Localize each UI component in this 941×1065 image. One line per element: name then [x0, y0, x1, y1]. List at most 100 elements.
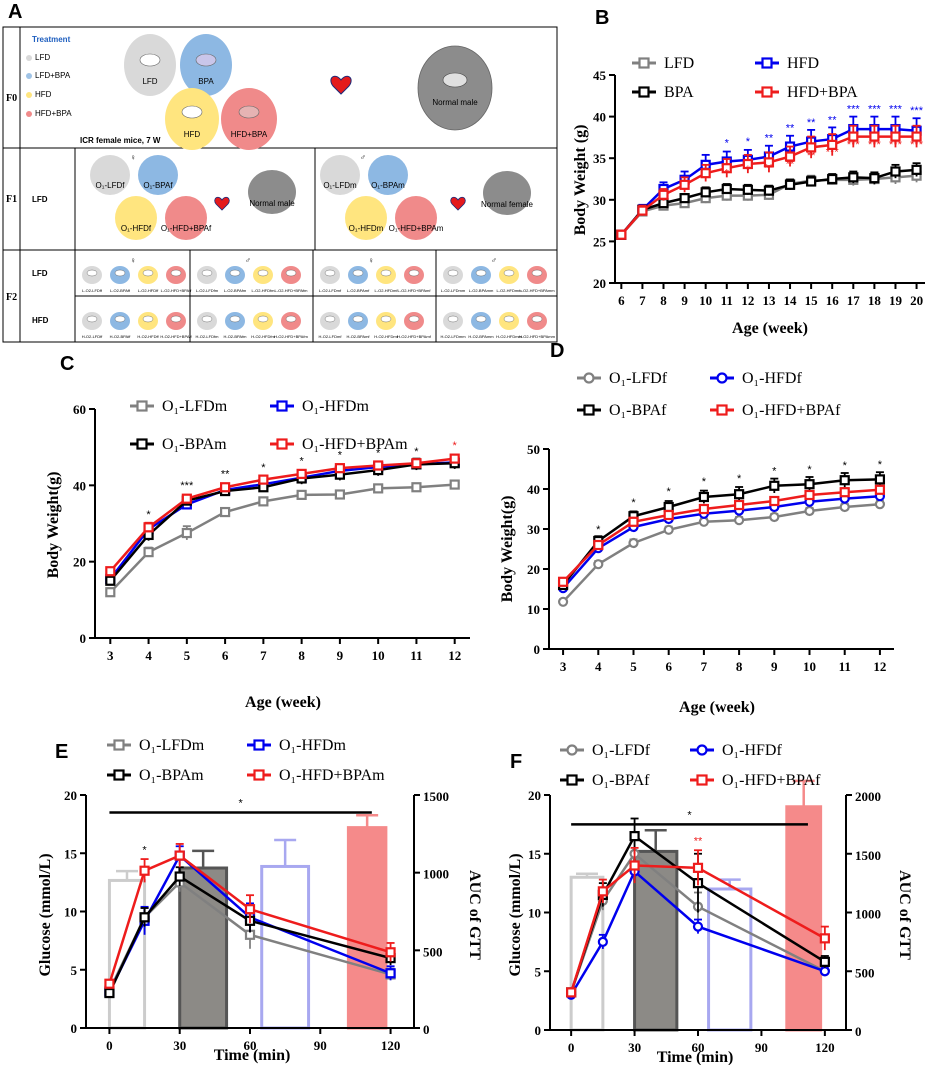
data-point	[734, 515, 745, 526]
significance-annotation: *	[746, 136, 751, 148]
auc-bar	[633, 849, 679, 1032]
f2-group-label: H-O2-HFD+BPAff	[160, 334, 192, 339]
f0-mouse-hfd-bpa: HFD+BPA	[221, 88, 277, 150]
f2-mouse-body	[285, 315, 297, 323]
data-point	[253, 739, 265, 751]
svg-text:O₁-BPAf: O₁-BPAf	[143, 181, 173, 190]
significance-annotation: ***	[180, 480, 194, 492]
f2-group-label: L-O2-HFDmm	[496, 288, 522, 293]
data-point	[296, 489, 307, 500]
y-tick-label: 0	[80, 631, 87, 646]
y-tick-label: 60	[73, 402, 86, 417]
f2-group-label: L-O2-BPAmf	[347, 288, 370, 293]
f2-group-label: L-O2-LFDfm	[196, 288, 219, 293]
x-tick-label: 11	[410, 648, 422, 663]
f2-group-label: L-O2-LFDmf	[319, 288, 342, 293]
y-tick-label: 35	[593, 151, 607, 166]
data-point	[113, 739, 125, 751]
legend-label: O₁-BPAf	[609, 402, 667, 419]
significance-annotation: ***	[847, 103, 861, 115]
legend-label: O₁-LFDm	[162, 398, 228, 415]
data-point	[734, 489, 745, 500]
data-point	[874, 484, 886, 495]
x-tick-label: 15	[805, 293, 819, 308]
data-point	[566, 774, 578, 786]
x-tick-label: 7	[639, 293, 646, 308]
data-point	[253, 769, 265, 781]
significance-bar-label: *	[687, 809, 692, 821]
f2-group-label: H-O2-HFD+BPAfm	[274, 334, 308, 339]
x-tick-label: 10	[372, 648, 385, 663]
significance-annotation: *	[261, 462, 266, 474]
x-tick-label: 11	[721, 293, 733, 308]
svg-text:LFD: LFD	[142, 77, 157, 86]
data-point	[143, 547, 154, 558]
x-tick-label: 16	[826, 293, 840, 308]
treatment-hfd: HFD	[35, 90, 52, 99]
data-point	[761, 57, 773, 69]
data-point	[890, 166, 901, 177]
x-tick-label: 90	[314, 1038, 327, 1053]
svg-text:HFD+BPA: HFD+BPA	[231, 130, 268, 139]
significance-annotation: ***	[826, 147, 840, 159]
data-point	[105, 566, 116, 577]
series-line	[109, 461, 455, 580]
treatment-hfd-bpa: HFD+BPA	[35, 109, 72, 118]
row-label-f1: F1	[6, 194, 17, 205]
f2-sex-symbol: ♂	[245, 256, 251, 265]
svg-text:Normal female: Normal female	[481, 200, 534, 209]
f2-group-label: H-O2-HFDmf	[374, 334, 398, 339]
significance-annotation: *	[807, 464, 812, 476]
data-point	[721, 163, 732, 174]
f2-mouse-body	[257, 315, 269, 323]
x-tick-label: 8	[660, 293, 667, 308]
legend-dot-lfdbpa	[26, 73, 32, 79]
series-line	[562, 478, 880, 586]
data-point	[220, 482, 231, 493]
f2-group-label: H-O2-LFDmf	[319, 334, 343, 339]
data-point	[220, 506, 231, 518]
data-point	[663, 501, 674, 513]
y2-tick-label: 1000	[423, 867, 449, 882]
svg-text:O₁-LFDm: O₁-LFDm	[323, 181, 357, 190]
panel-letter-f: F	[510, 751, 522, 773]
data-point	[334, 489, 345, 500]
auc-bar	[707, 887, 753, 1032]
treatment-title: Treatment	[32, 35, 71, 44]
f2-group-label: L-O2-BPAmm	[469, 288, 494, 293]
y-axis-label: Body Weight(g)	[499, 496, 516, 603]
significance-annotation: ***	[868, 139, 882, 151]
data-point	[557, 576, 569, 587]
x-axis-label: Time (min)	[214, 1047, 291, 1064]
x-axis-label: Age (week)	[679, 699, 755, 716]
f2-diet-label-lfd: LFD	[32, 269, 48, 278]
row-label-f0: F0	[6, 93, 17, 104]
significance-annotation: **	[828, 114, 837, 126]
data-point	[139, 912, 150, 923]
f2-group-label: L-O2-HFD+BPAff	[161, 288, 193, 293]
significance-annotation: *	[843, 460, 848, 472]
svg-text:O₁-HFDm: O₁-HFDm	[349, 224, 384, 233]
f0-caption: ICR female mice, 7 W	[80, 136, 161, 145]
data-point	[742, 158, 753, 170]
legend-label: O₁-HFD+BPAm	[302, 436, 408, 453]
data-point	[721, 183, 732, 195]
data-point	[804, 479, 815, 490]
data-point	[700, 168, 711, 179]
data-point	[692, 862, 704, 873]
data-point	[804, 505, 815, 517]
f2-mouse-body	[201, 269, 213, 277]
data-point	[742, 184, 753, 195]
legend-label: O₁-HFDm	[279, 737, 346, 754]
data-point	[769, 495, 780, 507]
series-line	[562, 488, 881, 583]
x-tick-label: 10	[699, 293, 712, 308]
data-point	[819, 956, 830, 967]
y2-tick-label: 500	[855, 965, 875, 980]
x-tick-label: 17	[847, 293, 861, 308]
series-line	[562, 494, 881, 590]
data-point	[296, 468, 307, 479]
legend-label: LFD	[664, 55, 694, 72]
x-tick-label: 3	[560, 659, 567, 674]
x-tick-label: 0	[568, 1040, 575, 1055]
